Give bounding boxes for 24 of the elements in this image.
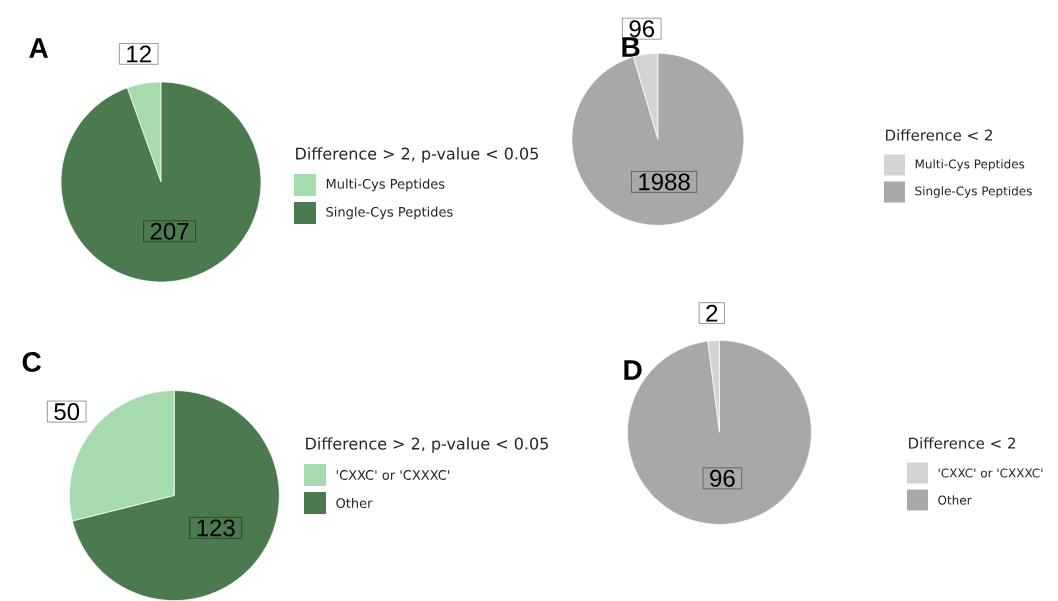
data-label: 12 [127, 45, 151, 63]
data-label: 123 [197, 519, 235, 537]
legend-label: Multi-Cys Peptides [326, 178, 445, 192]
data-label: 2 [706, 304, 718, 322]
legend-title: Difference < 2 [909, 437, 1015, 449]
data-label: 1988 [639, 173, 690, 191]
data-label: 207 [150, 222, 189, 240]
legend-label: Single-Cys Peptides [326, 206, 453, 220]
chart-title: A [29, 38, 49, 58]
data-label: 50 [54, 403, 80, 421]
legend-title: Difference < 2 [886, 129, 992, 141]
text: D [624, 360, 642, 380]
legend-title: Difference > 2, p-value < 0.05 [306, 437, 548, 453]
data-label: 96 [710, 469, 735, 487]
chart-title: C [22, 352, 41, 372]
legend-label: 'CXXC' or 'CXXXC' [336, 470, 450, 480]
chart-title: B [622, 37, 640, 57]
legend-label: 'CXXC' or 'CXXXC' [938, 468, 1043, 478]
legend-label: Other [938, 495, 972, 505]
legend-label: Single-Cys Peptides [915, 186, 1032, 198]
legend-title: Difference > 2, p-value < 0.05 [296, 147, 538, 163]
legend-label: Other [336, 497, 373, 509]
data-label: 96 [629, 20, 655, 38]
legend-label: Multi-Cys Peptides [915, 159, 1025, 171]
